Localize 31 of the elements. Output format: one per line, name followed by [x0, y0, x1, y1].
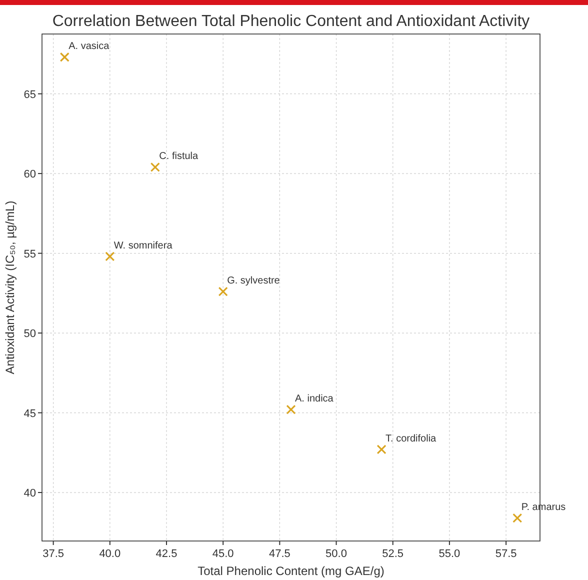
point	[376, 444, 386, 454]
point	[105, 252, 115, 262]
x-tick-label: 57.5	[495, 548, 517, 560]
x-tick-label: 40.0	[99, 548, 121, 560]
x-tick-label: 55.0	[438, 548, 460, 560]
x-tick-label: 47.5	[268, 548, 290, 560]
annotation: G. sylvestre	[227, 276, 280, 287]
point	[286, 404, 296, 414]
annotation: A. vasica	[68, 41, 110, 52]
y-tick-label: 55	[24, 248, 36, 260]
x-tick-label: 50.0	[326, 548, 347, 560]
annotation: W. somnifera	[114, 240, 173, 252]
annotation: T. cordifolia	[386, 433, 437, 444]
x-tick-label: 42.5	[156, 548, 178, 560]
point	[512, 513, 522, 523]
annotation: C. fistula	[159, 151, 199, 162]
point	[150, 162, 160, 172]
x-axis-title: Total Phenolic Content (mg GAE/g)	[198, 564, 384, 578]
y-axis-title: Antioxidant Activity (IC₅₀, µg/mL)	[3, 200, 17, 374]
y-tick-label: 50	[24, 328, 36, 340]
point	[60, 52, 70, 62]
x-tick-label: 37.5	[42, 548, 64, 560]
y-tick-label: 40	[24, 488, 36, 500]
annotation: A. indica	[295, 394, 334, 405]
chart-title: Correlation Between Total Phenolic Content and Antioxidant Activity	[52, 13, 530, 30]
y-tick-label: 65	[24, 88, 36, 101]
y-tick-label: 45	[24, 408, 36, 420]
x-tick-label: 52.5	[382, 548, 404, 560]
x-tick-label: 45.0	[212, 548, 234, 560]
y-tick-label: 60	[24, 168, 36, 181]
point	[218, 286, 228, 296]
